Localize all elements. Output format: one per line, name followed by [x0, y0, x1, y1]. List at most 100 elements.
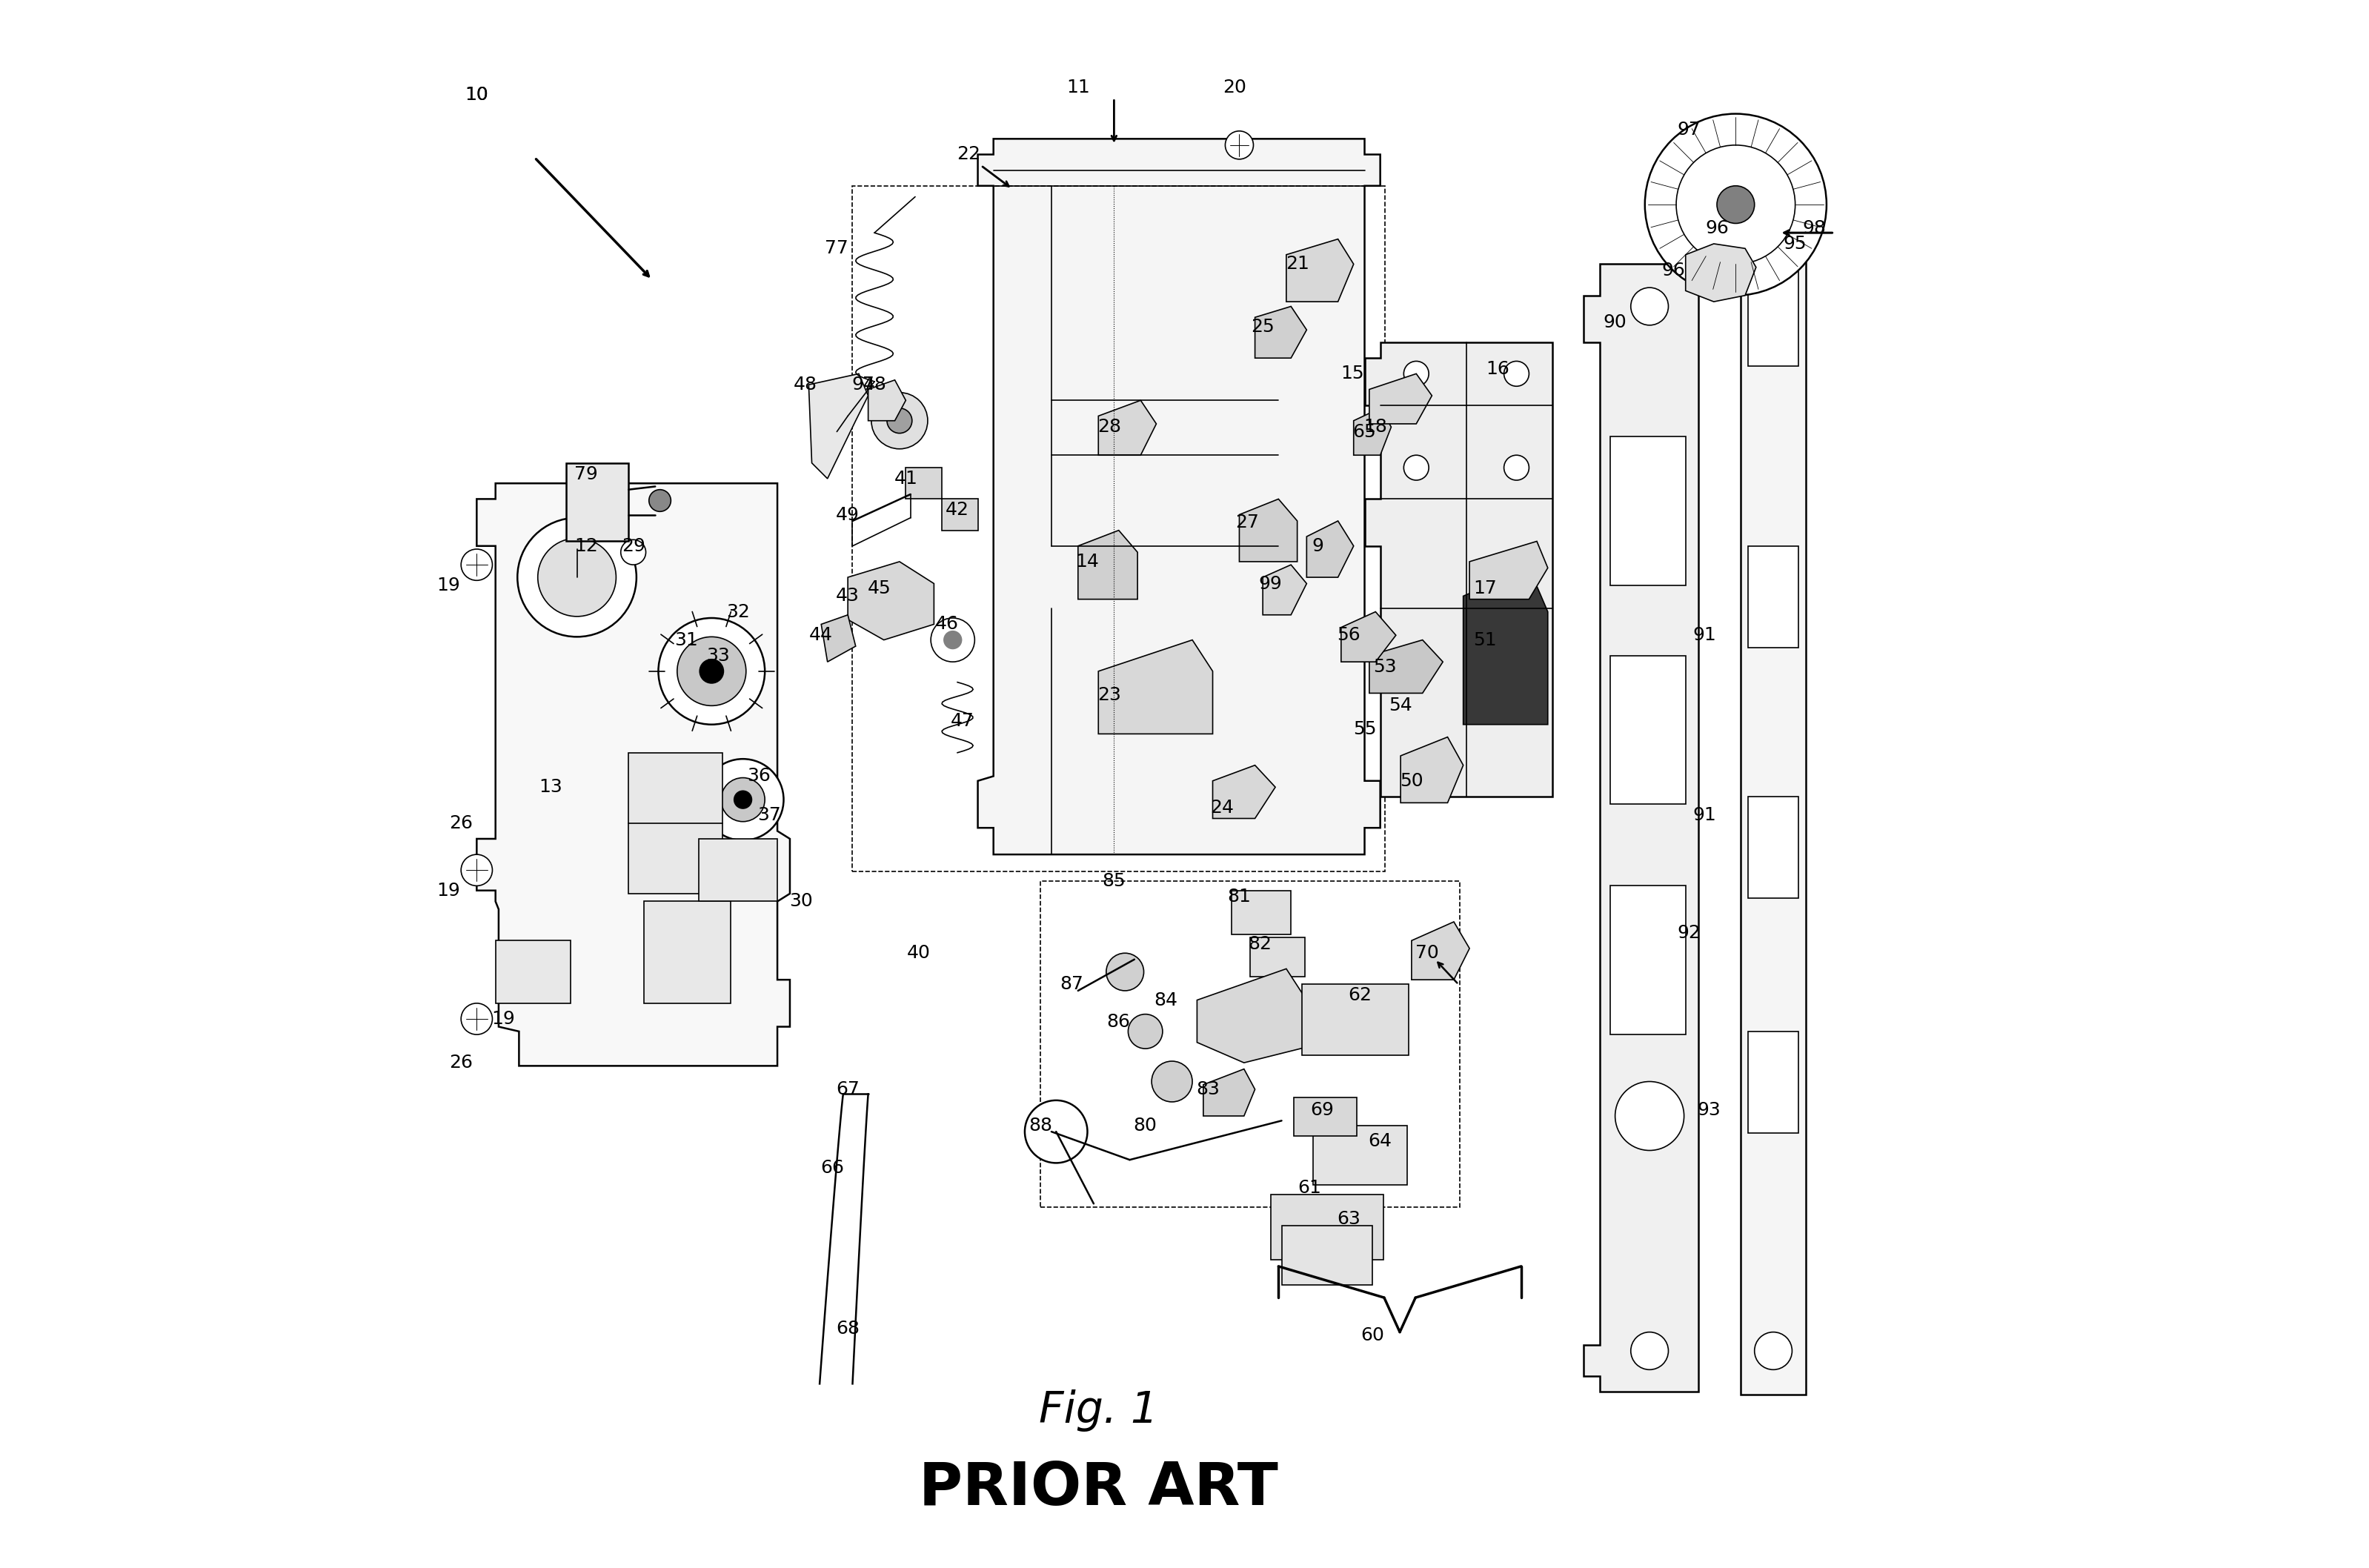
- Circle shape: [678, 637, 746, 706]
- Polygon shape: [808, 373, 867, 478]
- Polygon shape: [1308, 521, 1353, 577]
- Text: 28: 28: [1097, 419, 1121, 436]
- Circle shape: [516, 517, 637, 637]
- Text: 18: 18: [1365, 419, 1388, 436]
- Text: 55: 55: [1353, 720, 1376, 739]
- Circle shape: [1026, 1101, 1087, 1163]
- Polygon shape: [476, 483, 789, 1066]
- Bar: [853, 187, 1386, 872]
- Text: 26: 26: [450, 1054, 474, 1071]
- Circle shape: [1644, 114, 1826, 295]
- Text: 20: 20: [1222, 78, 1246, 96]
- Text: 70: 70: [1414, 944, 1438, 963]
- Circle shape: [1755, 1333, 1791, 1370]
- Text: 96: 96: [1661, 262, 1684, 279]
- Bar: [1611, 436, 1687, 585]
- Text: 83: 83: [1196, 1080, 1220, 1098]
- Circle shape: [1405, 455, 1429, 480]
- Text: 93: 93: [1696, 1101, 1720, 1118]
- Circle shape: [1630, 1333, 1668, 1370]
- Text: 87: 87: [1059, 975, 1083, 994]
- Circle shape: [1405, 361, 1429, 386]
- Text: 44: 44: [810, 626, 834, 644]
- Text: 82: 82: [1248, 935, 1272, 953]
- Text: 91: 91: [1691, 626, 1715, 644]
- Text: 37: 37: [758, 806, 782, 825]
- Circle shape: [1106, 953, 1144, 991]
- Text: 29: 29: [621, 538, 644, 555]
- Text: 67: 67: [836, 1080, 860, 1098]
- Polygon shape: [1239, 499, 1298, 561]
- Text: 85: 85: [1102, 872, 1125, 891]
- Text: 24: 24: [1211, 798, 1234, 817]
- Text: 95: 95: [1784, 235, 1808, 252]
- Circle shape: [699, 659, 725, 684]
- Polygon shape: [1099, 400, 1156, 455]
- Text: 77: 77: [824, 240, 848, 257]
- Circle shape: [1225, 132, 1253, 160]
- Text: 98: 98: [1803, 220, 1826, 237]
- Polygon shape: [1400, 737, 1464, 803]
- Circle shape: [1616, 1082, 1684, 1151]
- Circle shape: [931, 618, 974, 662]
- Text: 79: 79: [576, 466, 597, 483]
- Circle shape: [886, 408, 912, 433]
- Text: 17: 17: [1474, 579, 1497, 597]
- Polygon shape: [848, 561, 933, 640]
- Polygon shape: [1464, 568, 1547, 724]
- Bar: [1611, 655, 1687, 804]
- Polygon shape: [1353, 408, 1391, 455]
- Polygon shape: [1585, 263, 1699, 1391]
- Text: 12: 12: [576, 538, 597, 555]
- Text: 61: 61: [1298, 1179, 1322, 1196]
- Text: 68: 68: [836, 1320, 860, 1338]
- Text: 51: 51: [1474, 630, 1497, 649]
- Bar: [1040, 881, 1459, 1207]
- Bar: [1270, 1195, 1383, 1261]
- Text: 25: 25: [1251, 318, 1275, 336]
- Text: 99: 99: [1258, 574, 1282, 593]
- Polygon shape: [822, 615, 855, 662]
- Text: 32: 32: [727, 602, 751, 621]
- Polygon shape: [1286, 238, 1353, 301]
- Polygon shape: [1341, 612, 1395, 662]
- Text: 10: 10: [464, 86, 488, 103]
- Bar: [1741, 158, 1805, 1394]
- Text: 97: 97: [1677, 121, 1701, 138]
- Polygon shape: [699, 839, 777, 902]
- Polygon shape: [1196, 969, 1308, 1063]
- Bar: [1303, 985, 1410, 1055]
- Circle shape: [621, 539, 647, 564]
- Text: 80: 80: [1132, 1116, 1156, 1134]
- Text: 22: 22: [957, 146, 981, 163]
- Polygon shape: [905, 467, 978, 530]
- Text: 69: 69: [1310, 1101, 1334, 1118]
- Text: 84: 84: [1154, 991, 1177, 1008]
- Text: 14: 14: [1076, 554, 1099, 571]
- Bar: [628, 753, 723, 894]
- Bar: [1748, 546, 1798, 648]
- Polygon shape: [1256, 306, 1308, 358]
- Text: 65: 65: [1353, 423, 1376, 441]
- Text: 46: 46: [936, 615, 959, 633]
- Text: 36: 36: [746, 767, 770, 786]
- Text: 64: 64: [1369, 1132, 1393, 1149]
- Text: 26: 26: [450, 814, 474, 833]
- Text: 49: 49: [836, 506, 860, 524]
- Text: 96: 96: [1706, 220, 1729, 237]
- Text: 11: 11: [1066, 78, 1090, 96]
- Text: 31: 31: [675, 630, 699, 649]
- Text: 62: 62: [1348, 986, 1372, 1004]
- Bar: [566, 463, 628, 541]
- Text: 45: 45: [867, 579, 891, 597]
- Polygon shape: [1469, 541, 1547, 599]
- Polygon shape: [1078, 530, 1137, 599]
- Text: 42: 42: [945, 502, 969, 519]
- Bar: [1611, 886, 1687, 1035]
- Text: 91: 91: [1691, 806, 1715, 825]
- Bar: [1293, 1098, 1357, 1137]
- Polygon shape: [1213, 765, 1275, 818]
- Text: 63: 63: [1336, 1210, 1360, 1228]
- Bar: [1748, 797, 1798, 898]
- Text: 60: 60: [1360, 1327, 1383, 1344]
